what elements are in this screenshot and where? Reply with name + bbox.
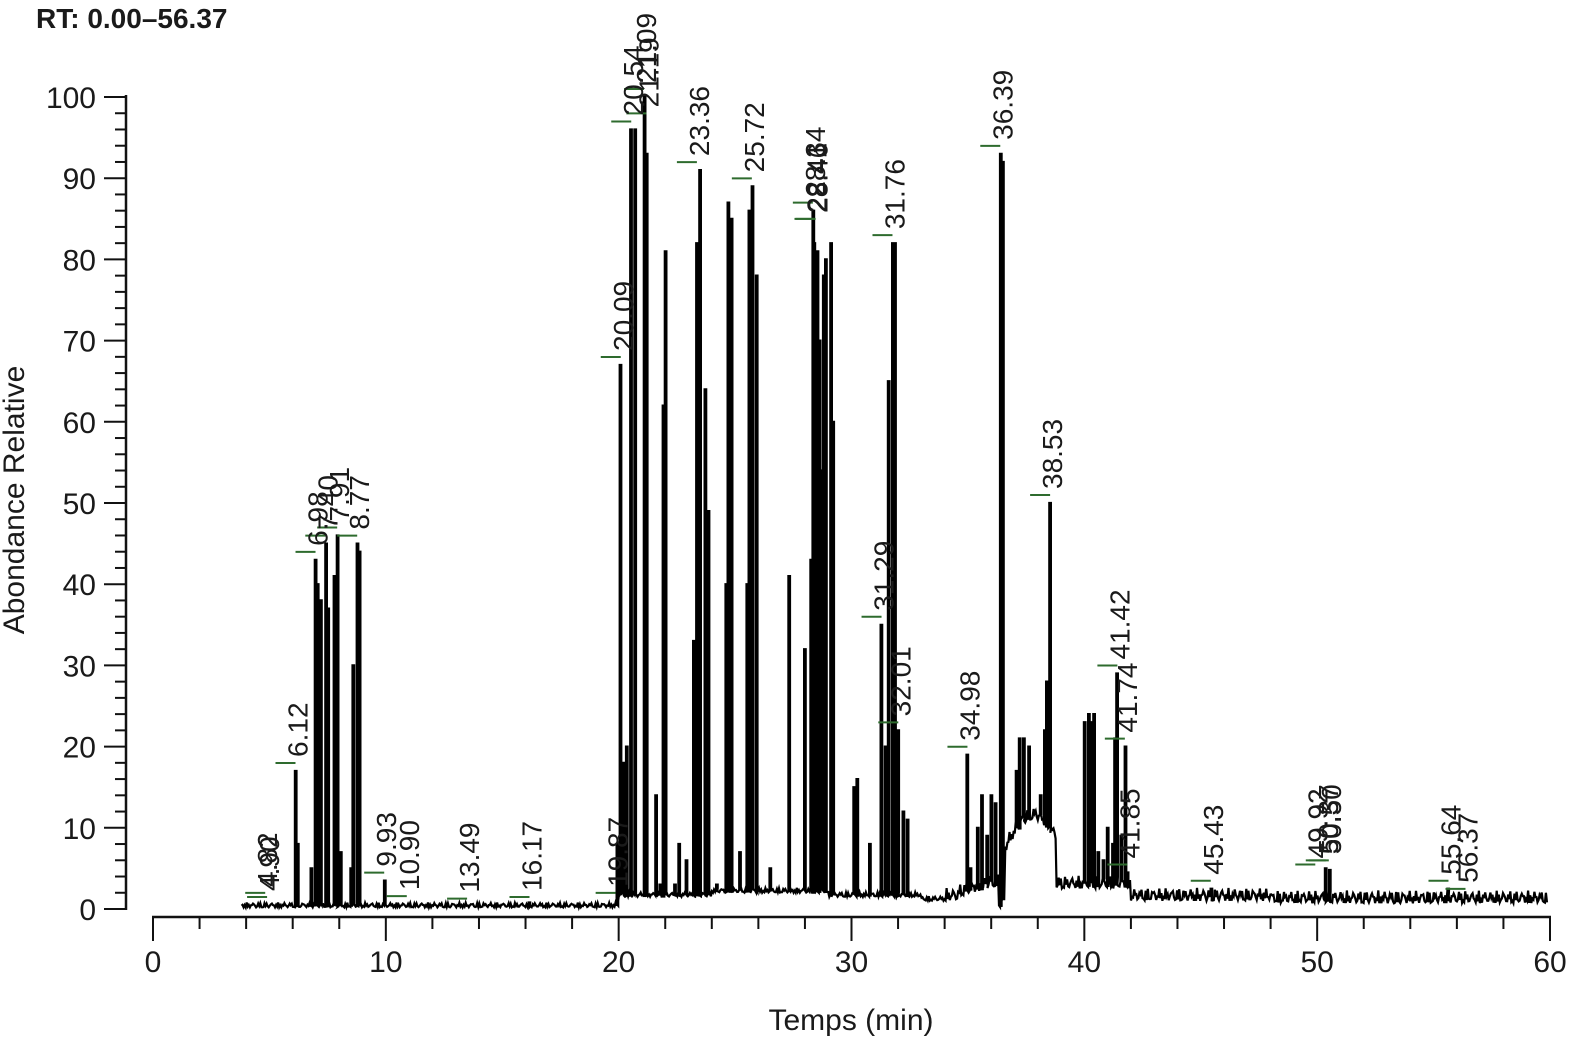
peak-label: 50.50	[1316, 784, 1347, 854]
peak-label: 49.92	[1302, 788, 1333, 858]
peak-label: 19.87	[603, 817, 634, 887]
y-tick-label: 60	[63, 407, 96, 440]
peak-label: 28.41	[801, 143, 832, 213]
peak-label: 34.98	[954, 671, 985, 741]
peak-label: 6.12	[282, 702, 313, 757]
y-tick-label: 20	[63, 732, 96, 765]
peak-label: 25.72	[739, 102, 770, 172]
x-tick-label: 60	[1533, 946, 1566, 979]
peak-label: 41.85	[1114, 788, 1145, 858]
y-tick-label: 90	[63, 163, 96, 196]
peak-label: 4.90	[254, 836, 285, 891]
peak-label: 41.42	[1104, 589, 1135, 659]
peak-label: 8.77	[344, 475, 375, 530]
chromatogram-trace	[240, 95, 1549, 912]
peak-label: 10.90	[394, 820, 425, 890]
peak-label: 31.76	[879, 159, 910, 229]
y-tick-label: 10	[63, 813, 96, 846]
peak-label: 6.98	[303, 491, 334, 546]
peak-label: 20.09	[608, 281, 639, 351]
y-axis-title: Abondance Relative	[0, 366, 31, 635]
y-tick-label: 70	[63, 326, 96, 359]
peak-label: 7.91	[324, 467, 355, 522]
peak-label: 56.37	[1452, 813, 1483, 883]
y-tick-label: 80	[63, 244, 96, 277]
peak-label: 21.19	[633, 37, 664, 107]
peak-label: 21.09	[631, 13, 662, 83]
peak-label: 55.64	[1435, 805, 1466, 875]
x-axis: 0 10 20 30 40 50 60	[145, 915, 1567, 979]
trace-path	[240, 95, 1549, 912]
peak-label: 13.49	[454, 822, 485, 892]
peak-label: 31.29	[869, 541, 900, 611]
y-tick-label: 100	[46, 82, 96, 115]
x-tick-label: 10	[369, 946, 402, 979]
chart-title: RT: 0.00–56.37	[36, 3, 227, 34]
peak-label: 32.01	[885, 646, 916, 716]
peak-label: 36.39	[987, 70, 1018, 140]
x-tick-label: 0	[145, 946, 162, 979]
peak-label: 28.34	[800, 127, 831, 197]
peak-label: 38.53	[1037, 419, 1068, 489]
y-tick-label: 0	[79, 894, 96, 927]
peak-label: 41.74	[1112, 663, 1143, 733]
peak-label: 7.40	[312, 475, 343, 530]
y-tick-label: 30	[63, 650, 96, 683]
peak-label-leaders	[245, 88, 1466, 900]
peak-label: 45.43	[1198, 805, 1229, 875]
peak-label: 20.54	[618, 45, 649, 115]
peak-label: 4.82	[252, 832, 283, 887]
y-tick-label: 40	[63, 569, 96, 602]
peak-label: 9.93	[371, 812, 402, 867]
y-tick-label: 50	[63, 488, 96, 521]
x-axis-title: Temps (min)	[768, 1004, 933, 1037]
peak-label: 16.17	[516, 821, 547, 891]
y-axis: 0 10 20 30 40 50 60 70 80 90 100	[46, 82, 128, 927]
x-tick-label: 50	[1300, 946, 1333, 979]
peak-label: 23.36	[684, 86, 715, 156]
peak-label: 50.37	[1313, 784, 1344, 854]
x-tick-label: 20	[602, 946, 635, 979]
x-tick-label: 40	[1068, 946, 1101, 979]
peak-label: 28.46	[803, 143, 834, 213]
x-tick-label: 30	[835, 946, 868, 979]
